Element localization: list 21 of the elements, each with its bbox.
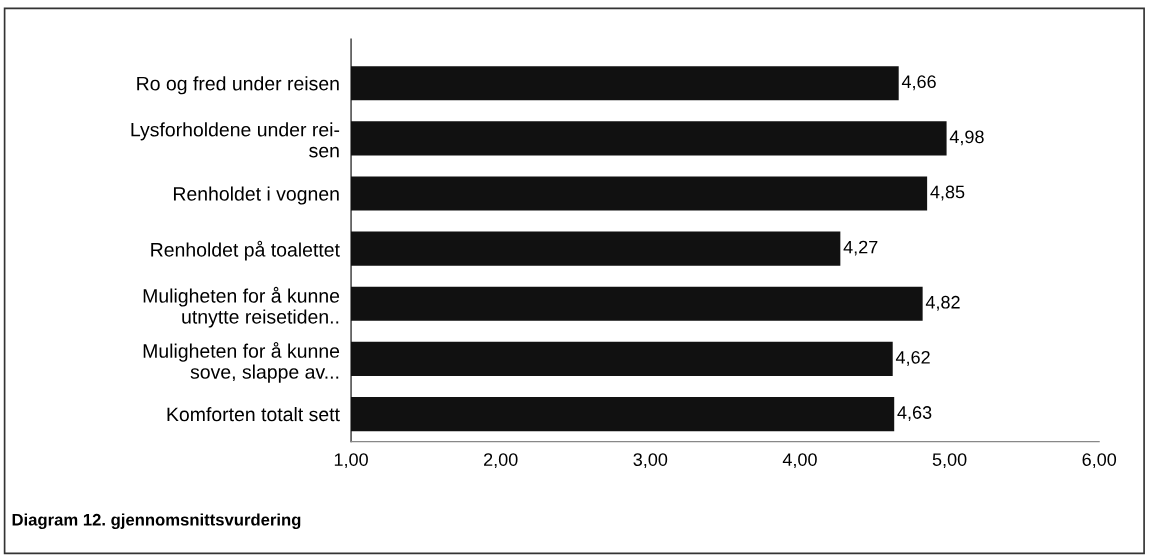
y-tick-label: Renholdet i vognen <box>173 186 339 205</box>
x-tick-label: 4,00 <box>782 453 817 469</box>
x-tick-label: 3,00 <box>633 453 668 469</box>
y-tick-label: Muligheten for å kunne sove, slappe av... <box>143 342 340 383</box>
x-tick-label: 5,00 <box>932 453 967 469</box>
y-tick-label: Ro og fred under reisen <box>137 76 339 95</box>
data-label: 4,98 <box>949 130 984 146</box>
data-label: 4,66 <box>901 75 936 91</box>
data-label: 4,85 <box>930 185 965 201</box>
y-tick-label: Komforten totalt sett <box>167 407 340 422</box>
text: Diagram 12. gjennomsnittsvurdering <box>12 513 301 529</box>
y-tick-label: Muligheten for å kunne utnytte reisetiden.. <box>143 286 340 328</box>
data-label: 4,82 <box>925 295 960 311</box>
data-label: 4,63 <box>897 406 932 422</box>
data-label: 4,62 <box>895 350 930 366</box>
x-tick-label: 6,00 <box>1082 453 1117 469</box>
data-label: 4,27 <box>843 240 878 256</box>
x-tick-label: 2,00 <box>484 453 518 469</box>
y-tick-label: Lysforholdene under rei- sen <box>131 122 340 158</box>
x-tick-label: 1,00 <box>334 453 368 469</box>
y-tick-label: Renholdet på toalettet <box>151 240 340 261</box>
